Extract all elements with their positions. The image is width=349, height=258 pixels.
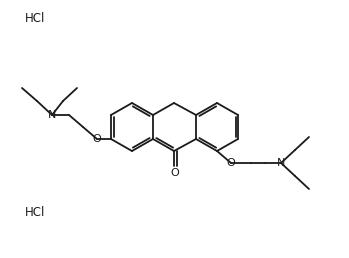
Text: O: O [171,168,179,178]
Text: HCl: HCl [25,12,45,25]
Text: O: O [227,158,235,168]
Text: N: N [48,110,56,120]
Text: HCl: HCl [25,206,45,220]
Text: N: N [277,158,285,168]
Text: O: O [92,134,101,144]
